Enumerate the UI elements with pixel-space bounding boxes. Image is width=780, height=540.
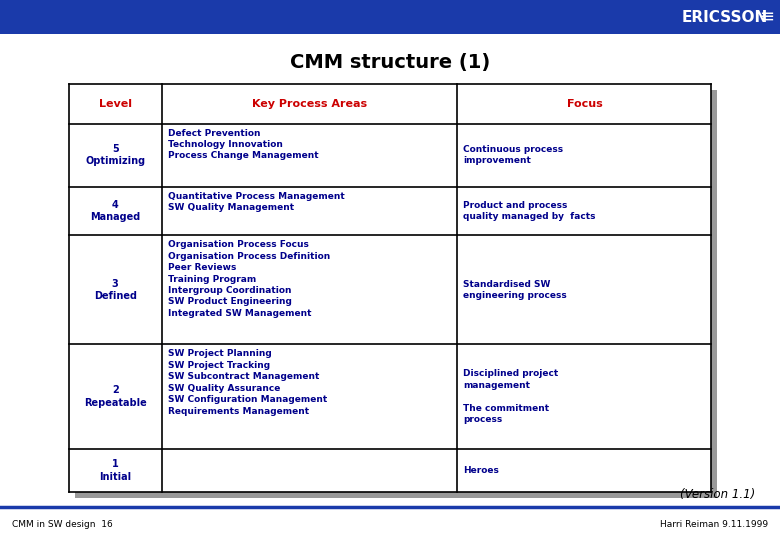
Text: Disciplined project
management

The commitment
process: Disciplined project management The commi… (463, 369, 558, 424)
Text: Quantitative Process Management
SW Quality Management: Quantitative Process Management SW Quali… (168, 192, 345, 212)
Text: Heroes: Heroes (463, 466, 499, 475)
Text: Harri Reiman 9.11.1999: Harri Reiman 9.11.1999 (660, 520, 768, 529)
Text: 1
Initial: 1 Initial (99, 460, 131, 482)
Text: 5
Optimizing: 5 Optimizing (85, 144, 145, 166)
Text: ERICSSON: ERICSSON (682, 10, 768, 24)
Text: Organisation Process Focus
Organisation Process Definition
Peer Reviews
Training: Organisation Process Focus Organisation … (168, 240, 330, 318)
Text: CMM in SW design  16: CMM in SW design 16 (12, 520, 113, 529)
Text: SW Project Planning
SW Project Tracking
SW Subcontract Management
SW Quality Ass: SW Project Planning SW Project Tracking … (168, 349, 327, 416)
Text: 3
Defined: 3 Defined (94, 279, 136, 301)
Text: 2
Repeatable: 2 Repeatable (84, 386, 147, 408)
Text: ≡: ≡ (759, 8, 774, 26)
Bar (69, 84, 711, 492)
Bar (75, 90, 718, 498)
Text: Level: Level (99, 99, 132, 109)
Text: Key Process Areas: Key Process Areas (252, 99, 367, 109)
Bar (0, 0, 780, 34)
Text: 4
Managed: 4 Managed (90, 200, 140, 222)
Text: CMM structure (1): CMM structure (1) (290, 52, 490, 71)
Text: Continuous process
improvement: Continuous process improvement (463, 145, 564, 165)
Text: Focus: Focus (566, 99, 602, 109)
Text: (Version 1.1): (Version 1.1) (679, 488, 755, 501)
Text: Product and process
quality managed by  facts: Product and process quality managed by f… (463, 201, 596, 221)
Text: Standardised SW
engineering process: Standardised SW engineering process (463, 280, 567, 300)
Text: Defect Prevention
Technology Innovation
Process Change Management: Defect Prevention Technology Innovation … (168, 129, 318, 160)
